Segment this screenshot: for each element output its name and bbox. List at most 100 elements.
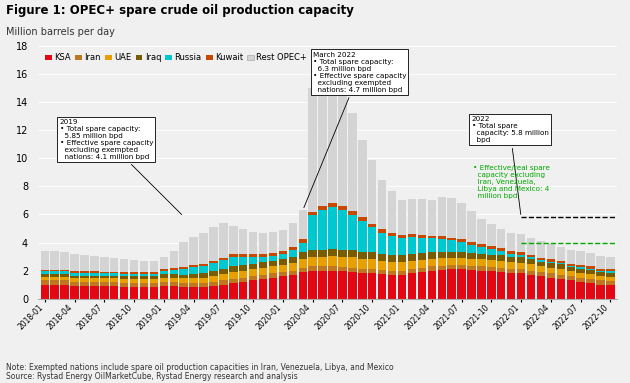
Bar	[437, 252, 446, 258]
Bar	[576, 273, 585, 278]
Bar	[140, 274, 148, 276]
Bar	[368, 160, 377, 224]
Bar	[249, 264, 258, 269]
Bar	[209, 261, 218, 263]
Bar	[358, 252, 367, 259]
Bar	[517, 254, 525, 257]
Bar	[150, 276, 158, 279]
Bar	[100, 273, 108, 276]
Bar	[249, 276, 258, 280]
Bar	[318, 250, 327, 257]
Bar	[368, 273, 377, 299]
Bar	[477, 244, 486, 247]
Bar	[130, 279, 139, 283]
Bar	[110, 276, 118, 278]
Bar	[229, 254, 238, 257]
Text: Source: Rystad Energy OilMarketCube, Rystad Energy research and analysis: Source: Rystad Energy OilMarketCube, Rys…	[6, 372, 298, 381]
Text: 2019
• Total spare capacity:
  5.85 million bpd
• Effective spare capacity
  exc: 2019 • Total spare capacity: 5.85 millio…	[60, 119, 181, 214]
Bar	[398, 200, 406, 235]
Bar	[378, 233, 386, 254]
Bar	[299, 210, 307, 239]
Bar	[40, 285, 49, 299]
Bar	[130, 287, 139, 299]
Bar	[368, 269, 377, 273]
Bar	[547, 273, 555, 278]
Bar	[576, 265, 585, 267]
Bar	[497, 261, 505, 268]
Bar	[557, 263, 565, 264]
Bar	[437, 266, 446, 270]
Bar	[219, 269, 227, 274]
Bar	[547, 268, 555, 273]
Bar	[249, 254, 258, 257]
Bar	[278, 265, 287, 272]
Bar	[547, 244, 555, 259]
Bar	[140, 272, 148, 274]
Bar	[80, 286, 89, 299]
Bar	[60, 270, 69, 271]
Bar	[507, 254, 515, 257]
Bar	[418, 200, 426, 234]
Bar	[199, 278, 208, 283]
Bar	[597, 272, 605, 276]
Bar	[159, 257, 168, 269]
Bar	[299, 268, 307, 272]
Bar	[447, 258, 456, 265]
Bar	[408, 234, 416, 237]
Bar	[289, 257, 297, 263]
Bar	[71, 286, 79, 299]
Bar	[199, 287, 208, 299]
Bar	[239, 257, 248, 265]
Bar	[50, 271, 59, 274]
Bar	[378, 180, 386, 229]
Bar	[566, 264, 575, 266]
Bar	[40, 270, 49, 271]
Bar	[587, 270, 595, 274]
Bar	[457, 252, 466, 258]
Bar	[457, 203, 466, 239]
Bar	[318, 206, 327, 210]
Bar	[219, 280, 227, 285]
Bar	[597, 280, 605, 285]
Bar	[358, 259, 367, 268]
Bar	[597, 271, 605, 272]
Bar	[120, 274, 129, 276]
Bar	[269, 261, 277, 267]
Text: Note: Exempted nations include spare oil production capacities in Iran, Venezuel: Note: Exempted nations include spare oil…	[6, 363, 394, 372]
Bar	[457, 242, 466, 252]
Bar	[487, 267, 496, 271]
Bar	[487, 271, 496, 299]
Bar	[199, 273, 208, 278]
Bar	[418, 237, 426, 253]
Bar	[597, 276, 605, 280]
Bar	[318, 210, 327, 250]
Bar	[517, 273, 525, 299]
Bar	[398, 238, 406, 255]
Bar	[169, 278, 178, 282]
Bar	[487, 249, 496, 254]
Bar	[606, 257, 615, 269]
Bar	[428, 236, 436, 238]
Bar	[309, 250, 317, 257]
Bar	[497, 251, 505, 255]
Bar	[190, 267, 198, 274]
Bar	[408, 199, 416, 234]
Bar	[100, 286, 108, 299]
Bar	[527, 264, 536, 271]
Bar	[80, 276, 89, 278]
Bar	[348, 211, 357, 215]
Bar	[169, 268, 178, 270]
Bar	[60, 274, 69, 277]
Bar	[358, 268, 367, 273]
Bar	[269, 256, 277, 261]
Bar	[318, 80, 327, 206]
Bar	[110, 278, 118, 282]
Bar	[249, 269, 258, 276]
Bar	[398, 255, 406, 262]
Bar	[159, 282, 168, 286]
Bar	[477, 259, 486, 267]
Bar	[229, 272, 238, 279]
Bar	[278, 272, 287, 276]
Bar	[60, 277, 69, 280]
Bar	[259, 254, 267, 257]
